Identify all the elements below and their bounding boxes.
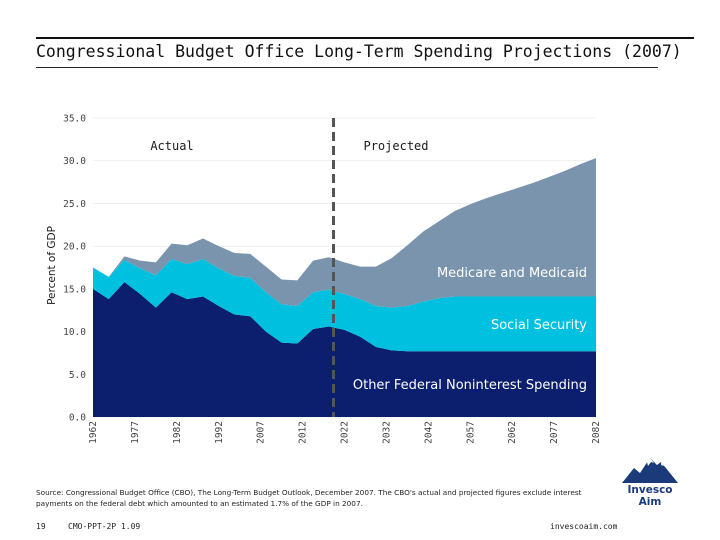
y-tick-label: 15.0 — [63, 284, 86, 295]
series-label: Other Federal Noninterest Spending — [353, 378, 587, 393]
x-tick-label: 1982 — [172, 421, 183, 444]
website-link[interactable]: invescoaim.com — [550, 522, 618, 531]
y-tick-label: 30.0 — [63, 156, 86, 167]
y-axis-label: Percent of GDP — [46, 226, 58, 305]
title-rule-top — [36, 37, 694, 39]
y-tick-label: 5.0 — [69, 370, 86, 381]
logo-line2: Aim — [638, 496, 662, 508]
x-tick-label: 2042 — [423, 421, 434, 444]
x-tick-label: 2062 — [507, 421, 518, 444]
x-tick-label: 2032 — [381, 421, 392, 444]
invesco-aim-logo: Invesco Aim — [620, 452, 690, 512]
projected-annotation: Projected — [363, 139, 428, 153]
area-series-0 — [93, 282, 596, 417]
logo-line1: Invesco — [627, 484, 673, 496]
x-tick-label: 1977 — [130, 421, 141, 444]
x-tick-label: 1992 — [214, 421, 225, 444]
y-tick-label: 35.0 — [63, 114, 86, 125]
x-tick-label: 2022 — [340, 421, 351, 444]
series-label: Medicare and Medicaid — [437, 266, 587, 281]
y-tick-label: 20.0 — [63, 242, 86, 253]
page-title: Congressional Budget Office Long-Term Sp… — [36, 42, 682, 61]
x-tick-label: 1962 — [88, 421, 99, 444]
series-label: Social Security — [491, 318, 587, 333]
page-number: 19 — [36, 522, 46, 531]
series-labels: Other Federal Noninterest Spending Social… — [353, 266, 587, 393]
y-tick-label: 10.0 — [63, 327, 86, 338]
y-tick-label: 25.0 — [63, 199, 86, 210]
y-tick-label: 0.0 — [69, 413, 86, 424]
area-series-2 — [93, 158, 596, 308]
chart-areas — [93, 158, 596, 417]
title-rule-bottom — [36, 67, 658, 68]
mountain-icon — [622, 458, 678, 483]
x-axis-ticks: 1962 1977 1982 1992 2007 2012 2022 2032 2042 2057… — [88, 421, 602, 444]
document-code: CMO-PPT-2P 1.09 — [68, 522, 141, 531]
x-tick-label: 2077 — [549, 421, 560, 444]
x-tick-label: 2012 — [298, 421, 309, 444]
actual-annotation: Actual — [150, 139, 193, 153]
source-note: Source: Congressional Budget Office (CBO… — [36, 488, 582, 508]
x-tick-label: 2082 — [591, 421, 602, 444]
y-axis-ticks: 0.0 5.0 10.0 15.0 20.0 25.0 30.0 35.0 — [63, 114, 86, 424]
area-series-1 — [93, 258, 596, 352]
x-tick-label: 2007 — [256, 421, 267, 444]
x-tick-label: 2057 — [465, 421, 476, 444]
